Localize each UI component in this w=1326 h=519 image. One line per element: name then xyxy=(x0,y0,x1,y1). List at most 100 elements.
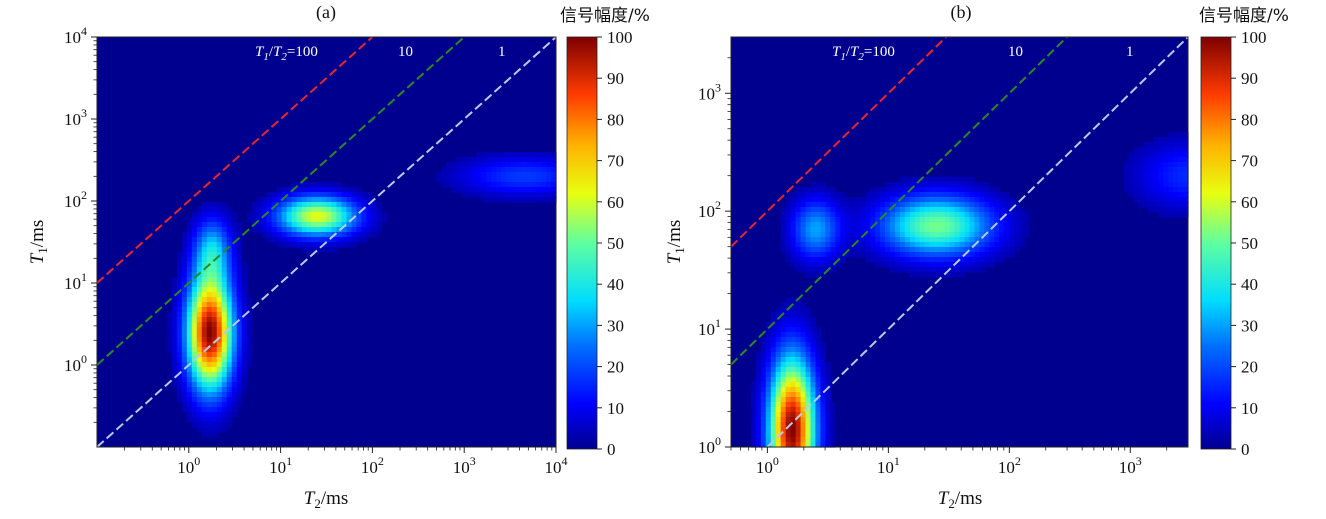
colorbar-tick-label: 70 xyxy=(607,152,624,171)
heatmap-cell xyxy=(1153,202,1159,208)
heatmap-cell xyxy=(840,227,846,233)
heatmap-cell xyxy=(899,232,906,238)
heatmap-cell xyxy=(770,322,777,328)
heatmap-cell xyxy=(196,297,203,303)
heatmap-cell xyxy=(211,287,218,293)
heatmap-cell xyxy=(326,182,333,188)
heatmap-cell xyxy=(331,222,338,228)
heatmap-cell xyxy=(231,387,238,393)
heatmap-cell xyxy=(201,327,208,333)
heatmap-cell xyxy=(820,422,826,428)
heatmap-cell xyxy=(181,332,188,338)
heatmap-cell xyxy=(226,242,233,248)
heatmap-cell xyxy=(919,212,926,218)
heatmap-cell xyxy=(206,397,213,403)
heatmap-cell xyxy=(236,347,243,353)
heatmap-cell xyxy=(211,412,218,418)
heatmap-cell xyxy=(221,352,228,358)
heatmap-cell xyxy=(196,357,203,363)
heatmap-cell xyxy=(830,227,836,233)
heatmap-cell xyxy=(1183,152,1189,158)
heatmap-cell xyxy=(795,232,802,238)
heatmap-cell xyxy=(884,227,891,233)
heatmap-cell xyxy=(994,207,1000,213)
heatmap-cell xyxy=(246,317,253,323)
panel-b-y-axis-title: T1/ms xyxy=(664,220,687,265)
heatmap-cell xyxy=(904,227,911,233)
heatmap-cell xyxy=(181,262,188,268)
heatmap-cell xyxy=(331,247,338,253)
heatmap-cell xyxy=(226,252,233,258)
heatmap-cell xyxy=(236,312,243,318)
heatmap-cell xyxy=(476,152,482,158)
heatmap-cell xyxy=(221,287,228,293)
heatmap-cell xyxy=(760,387,767,393)
heatmap-cell xyxy=(815,332,822,338)
heatmap-cell xyxy=(805,247,812,253)
heatmap-cell xyxy=(939,237,946,243)
colorbar-tick-label: 100 xyxy=(1241,28,1267,47)
heatmap-cell xyxy=(790,192,797,198)
heatmap-cell xyxy=(1014,212,1020,218)
heatmap-cell xyxy=(276,242,283,248)
heatmap-cell xyxy=(296,192,303,198)
heatmap-cell xyxy=(795,212,802,218)
heatmap-cell xyxy=(301,187,308,193)
heatmap-cell xyxy=(755,402,762,408)
heatmap-cell xyxy=(216,202,223,208)
heatmap-cell xyxy=(815,387,822,393)
heatmap-cell xyxy=(446,177,452,183)
heatmap-cell xyxy=(899,192,906,198)
heatmap-cell xyxy=(989,202,995,208)
heatmap-cell xyxy=(176,287,183,293)
heatmap-cell xyxy=(894,217,901,223)
heatmap-cell xyxy=(845,232,851,238)
heatmap-cell xyxy=(815,182,822,188)
heatmap-cell xyxy=(1168,182,1174,188)
heatmap-cell xyxy=(226,262,233,268)
heatmap-cell xyxy=(321,217,328,223)
heatmap-cell xyxy=(231,307,238,313)
heatmap-cell xyxy=(221,327,228,333)
heatmap-cell xyxy=(211,387,218,393)
heatmap-cell xyxy=(536,192,542,198)
heatmap-cell xyxy=(825,442,831,448)
heatmap-cell xyxy=(780,412,787,418)
heatmap-cell xyxy=(186,237,193,243)
heatmap-cell xyxy=(201,262,208,268)
heatmap-cell xyxy=(904,232,911,238)
heatmap-cell xyxy=(939,177,946,183)
heatmap-cell xyxy=(919,192,926,198)
heatmap-cell xyxy=(291,227,298,233)
heatmap-cell xyxy=(800,257,807,263)
y-tick-label: 103 xyxy=(64,106,87,129)
heatmap-cell xyxy=(546,177,552,183)
heatmap-cell xyxy=(800,437,807,443)
heatmap-cell xyxy=(889,182,896,188)
heatmap-cell xyxy=(790,197,797,203)
colorbar-tick-label: 80 xyxy=(607,110,624,129)
heatmap-cell xyxy=(241,337,248,343)
heatmap-cell xyxy=(351,232,358,238)
heatmap-cell xyxy=(934,222,941,228)
heatmap-cell xyxy=(206,337,213,343)
heatmap-cell xyxy=(805,242,812,248)
heatmap-cell xyxy=(989,217,995,223)
heatmap-cell xyxy=(850,202,856,208)
heatmap-cell xyxy=(875,227,881,233)
heatmap-cell xyxy=(196,212,203,218)
heatmap-cell xyxy=(226,412,233,418)
colorbar-tick-label: 10 xyxy=(1241,399,1258,418)
heatmap-cell xyxy=(546,172,552,178)
heatmap-cell xyxy=(825,217,831,223)
heatmap-cell xyxy=(196,367,203,373)
heatmap-cell xyxy=(196,287,203,293)
heatmap-cell xyxy=(800,402,807,408)
colorbar-tick-label: 90 xyxy=(1241,69,1258,88)
heatmap-cell xyxy=(451,187,457,193)
heatmap-cell xyxy=(326,197,333,203)
heatmap-cell xyxy=(186,272,193,278)
heatmap-cell xyxy=(924,192,931,198)
heatmap-cell xyxy=(341,237,348,243)
heatmap-cell xyxy=(191,342,198,348)
